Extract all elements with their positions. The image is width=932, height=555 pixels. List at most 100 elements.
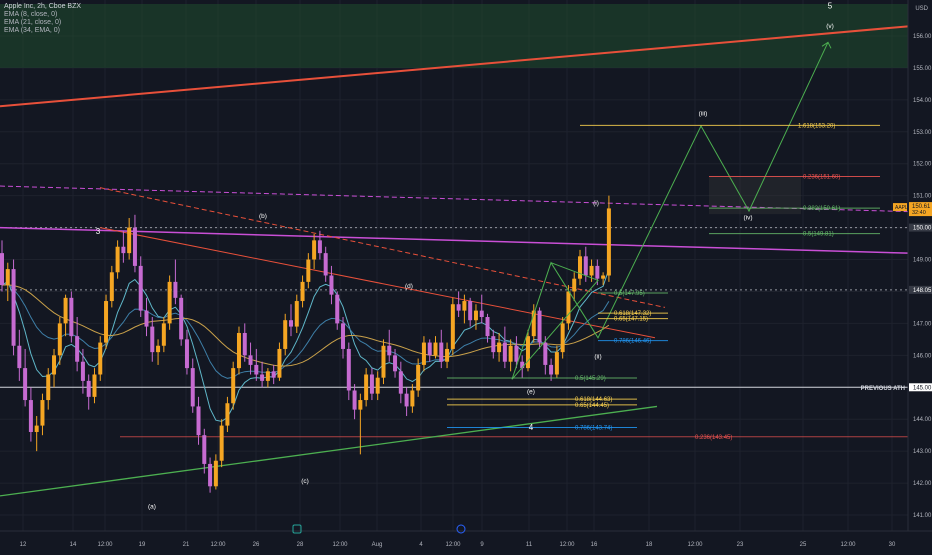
candle-down [208,463,213,487]
annotations: PREVIOUS ATH [861,386,905,392]
time-tick-label: 18 [646,542,653,548]
candle-up [450,304,455,349]
price-label-text: 148.05 [913,288,932,294]
candle-up [606,208,611,276]
candle-up [156,345,161,353]
indicator-ema21[interactable]: EMA (21, close, 0) [4,19,62,26]
candle-down [485,317,490,337]
time-tick-label: 12:00 [840,542,856,548]
candle-up [219,425,224,461]
fib-label: 0.65(147.15) [614,317,648,323]
time-tick-label: 28 [297,542,304,548]
time-tick-label: 26 [253,542,260,548]
ema-8-line [1,268,610,422]
wave-label: (iii) [699,111,708,118]
price-tick-label: 156.00 [913,34,932,40]
candle-down [393,355,398,372]
candle-down [335,294,340,324]
candle-down [23,368,28,401]
candle-down [329,275,334,295]
candle-down [132,227,137,266]
candle-up [294,301,299,327]
candle-up [161,323,166,346]
candle-down [121,246,126,254]
candle-up [531,310,536,337]
time-tick-label: 12:00 [559,542,575,548]
projection-subwave [511,262,599,380]
candle-up [34,425,39,432]
price-tick-label: 155.00 [913,66,932,72]
candle-down [479,310,484,318]
fib-label: 0.5(145.29) [575,376,606,382]
candle-down [549,364,554,375]
candle-up [508,345,513,362]
candle-down [150,326,155,353]
candle-up [127,227,132,254]
candle-down [537,310,542,343]
candle-up [421,342,426,365]
wave-label: (b) [259,213,267,220]
horizontal-levels [0,227,908,438]
candle-down [346,348,351,391]
candle-up [236,332,241,369]
candle-down [138,265,143,311]
candle-up [416,364,421,391]
dashed-purple-line [0,185,909,213]
price-tick-label: 149.00 [913,258,932,264]
uptrend-support-line [0,405,658,497]
fib-label: 0.65(144.45) [575,403,609,409]
candle-down [583,256,588,276]
candle-down [184,339,189,369]
time-tick-label: 11 [526,542,533,548]
time-tick-label: 9 [480,542,484,548]
fib-label: 0.236(143.45) [695,435,732,441]
dashed-red-line [99,187,666,308]
projection-arrowhead [821,41,832,49]
candle-down [323,253,328,276]
price-label-box [909,285,932,294]
candle-down [271,371,276,378]
price-label-text: 150.00 [913,226,932,232]
fib-label: 0.382(150.61) [803,206,840,212]
candles [0,195,611,493]
price-tick-label: 153.00 [913,130,932,136]
symbol-badge-text: AAPL [895,205,908,211]
candle-down [86,380,91,397]
previous-ath-label: PREVIOUS ATH [861,386,905,392]
candle-down [341,323,346,349]
wave-label: 4 [529,423,534,432]
symbol-badge [893,203,907,212]
dividend-marker-icon [456,524,466,534]
candle-up [109,272,114,302]
time-tick-label: 12 [20,542,27,548]
candle-up [560,323,565,353]
candle-up [98,342,103,375]
candle-up [497,342,502,353]
candle-up [104,301,109,343]
candle-up [225,403,230,426]
candle-down [543,342,548,365]
time-tick-label: 4 [419,542,423,548]
purple-channel-line [0,226,909,254]
wave-label: (c) [301,478,309,485]
price-tick-label: 154.00 [913,98,932,104]
price-tick-label: 151.00 [913,194,932,200]
candle-up [433,342,438,356]
candle-down [352,390,357,410]
candle-down [398,371,403,394]
candle-down [80,361,85,381]
candle-up [578,256,582,279]
candle-up [167,281,172,324]
earnings-marker-icon [292,524,302,534]
candle-down [69,297,74,337]
indicator-ema34[interactable]: EMA (34, EMA, 0) [4,27,61,34]
candle-down [28,400,33,432]
wave-label: (v) [826,23,834,30]
currency-label: USD [915,6,928,12]
price-axis-bg [908,0,932,550]
indicator-ema8[interactable]: EMA (8, close, 0) [4,11,58,18]
candle-down [468,301,473,321]
candle-down [491,336,496,353]
